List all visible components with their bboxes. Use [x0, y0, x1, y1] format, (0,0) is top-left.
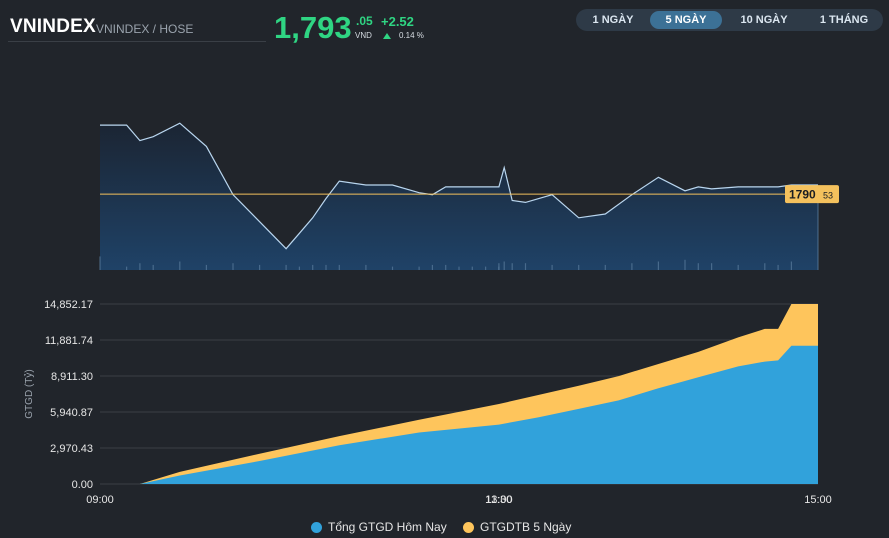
volume-bar [312, 264, 314, 270]
volume-bar [139, 263, 141, 270]
volume-bar [764, 263, 766, 270]
chart-canvas: 1790 53 0.00 2,970.43 5,940.87 8,911.30 11,88… [23, 122, 839, 506]
ticker-symbol: VNINDEX [10, 16, 96, 37]
tab-5-days[interactable]: 5 NGÀY [650, 11, 722, 29]
volume-bar [431, 264, 433, 270]
volume-bar [445, 264, 447, 270]
y-tick-label: 2,970.43 [50, 443, 93, 455]
tab-1-month[interactable]: 1 THÁNG [819, 14, 869, 26]
volume-bar [285, 264, 287, 270]
volume-bar [471, 266, 473, 270]
x-tick-label: 09:00 [86, 494, 114, 506]
volume-bar [458, 266, 460, 270]
legend-today-marker [311, 522, 322, 533]
tab-10-days[interactable]: 10 NGÀY [740, 14, 788, 26]
y-tick-label: 14,852.17 [44, 299, 93, 311]
price-area [100, 123, 818, 270]
legend-today-label: Tổng GTGD Hôm Nay [328, 520, 447, 534]
volume-bar [551, 264, 553, 270]
y-axis-label: GTGD (Tỷ) [23, 369, 35, 418]
volume-bar [498, 263, 500, 270]
reference-decimal-label: 53 [823, 191, 833, 201]
x-tick-label: 13:00 [485, 494, 513, 506]
x-tick-label: 11:30 [486, 494, 513, 506]
price-main: 1,793 [274, 10, 352, 45]
change-percent: 0.14 % [399, 31, 424, 40]
chart-header: VNINDEX VNINDEX / HOSE 1,793 .05 VND +2.… [0, 0, 889, 50]
legend-avg-marker [463, 522, 474, 533]
reference-value-label: 1790 [789, 188, 816, 202]
volume-bar [511, 263, 513, 270]
y-tick-label: 8,911.30 [51, 371, 93, 383]
title-divider [8, 41, 266, 42]
trading-value-chart: 0.00 2,970.43 5,940.87 8,911.30 11,881.74 14,… [23, 299, 832, 506]
price-unit: VND [355, 31, 372, 40]
volume-bar [524, 263, 527, 270]
today-value-area [100, 345, 818, 484]
volume-bar [578, 264, 580, 270]
volume-bar [697, 263, 699, 270]
volume-bar [790, 261, 792, 270]
volume-bar [338, 264, 340, 270]
arrow-up-icon [383, 33, 391, 39]
volume-bar [298, 266, 300, 270]
price-chart: 1790 53 [99, 122, 839, 270]
price-decimal: .05 [356, 14, 373, 28]
volume-bar [777, 264, 779, 270]
volume-bar [259, 264, 261, 270]
volume-bar [365, 264, 367, 270]
range-tabs: 1 NGÀY 5 NGÀY 10 NGÀY 1 THÁNG [576, 9, 883, 31]
volume-bar [99, 256, 101, 270]
volume-bar [179, 261, 181, 270]
volume-bar [711, 263, 713, 270]
chart-legend: Tổng GTGD Hôm Nay GTGDTB 5 Ngày [0, 518, 889, 536]
volume-bar [205, 264, 207, 270]
volume-bar [152, 264, 154, 270]
volume-bar [604, 264, 606, 270]
volume-bar [657, 261, 659, 270]
y-tick-label: 5,940.87 [50, 407, 93, 419]
volume-bar [737, 264, 739, 270]
tab-1-day[interactable]: 1 NGÀY [592, 14, 634, 26]
price-line [100, 122, 818, 250]
x-tick-label: 15:00 [804, 494, 832, 506]
volume-bar [232, 263, 234, 270]
change-absolute: +2.52 [381, 14, 414, 29]
volume-bar [325, 264, 327, 270]
volume-bar [503, 261, 505, 270]
volume-bar [684, 259, 686, 270]
y-tick-label: 0.00 [72, 479, 93, 491]
volume-bar [418, 266, 420, 270]
volume-bar [391, 266, 394, 270]
legend-avg-label: GTGDTB 5 Ngày [480, 520, 572, 534]
volume-bar [817, 193, 819, 270]
exchange-label: VNINDEX / HOSE [96, 22, 194, 36]
volume-bar [631, 263, 633, 270]
volume-bar [485, 266, 487, 270]
volume-bar [126, 266, 128, 270]
reference-badge [785, 185, 839, 204]
y-tick-label: 11,881.74 [45, 335, 93, 347]
